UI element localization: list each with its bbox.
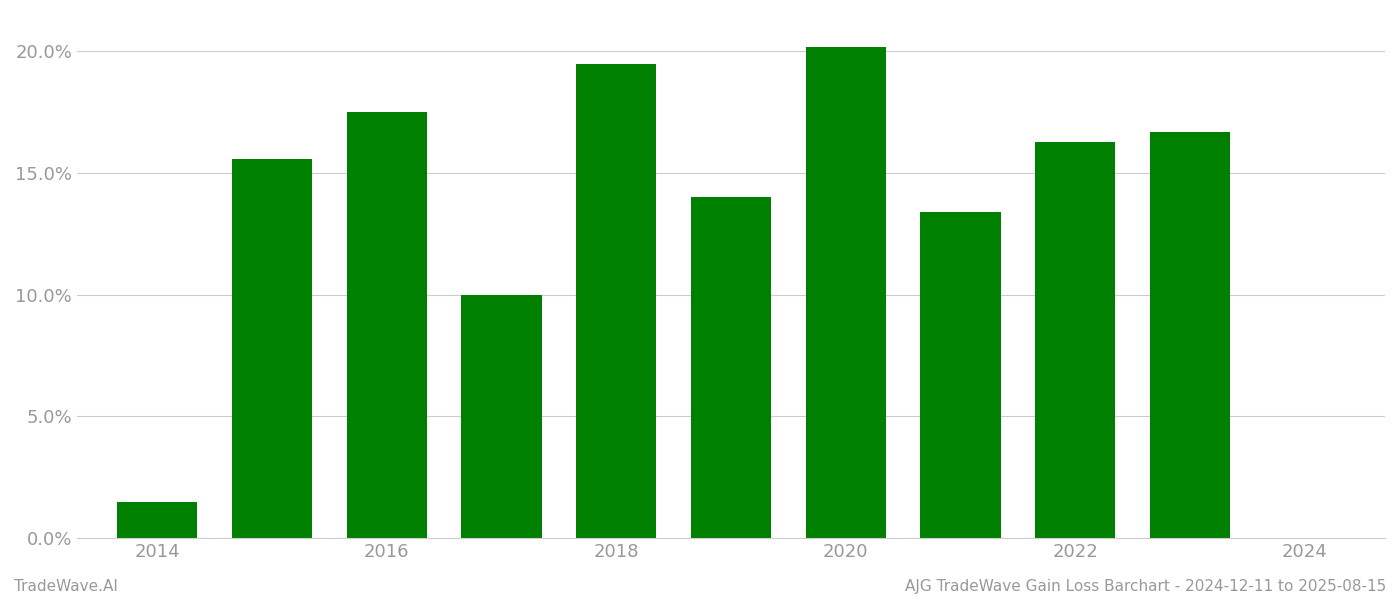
Bar <box>690 197 771 538</box>
Text: AJG TradeWave Gain Loss Barchart - 2024-12-11 to 2025-08-15: AJG TradeWave Gain Loss Barchart - 2024-… <box>904 579 1386 594</box>
Text: TradeWave.AI: TradeWave.AI <box>14 579 118 594</box>
Bar <box>920 212 1001 538</box>
Bar <box>1149 132 1231 538</box>
Bar <box>1035 142 1116 538</box>
Bar <box>347 112 427 538</box>
Bar <box>232 158 312 538</box>
Bar <box>118 502 197 538</box>
Bar <box>805 47 886 538</box>
Bar <box>461 295 542 538</box>
Bar <box>575 64 657 538</box>
